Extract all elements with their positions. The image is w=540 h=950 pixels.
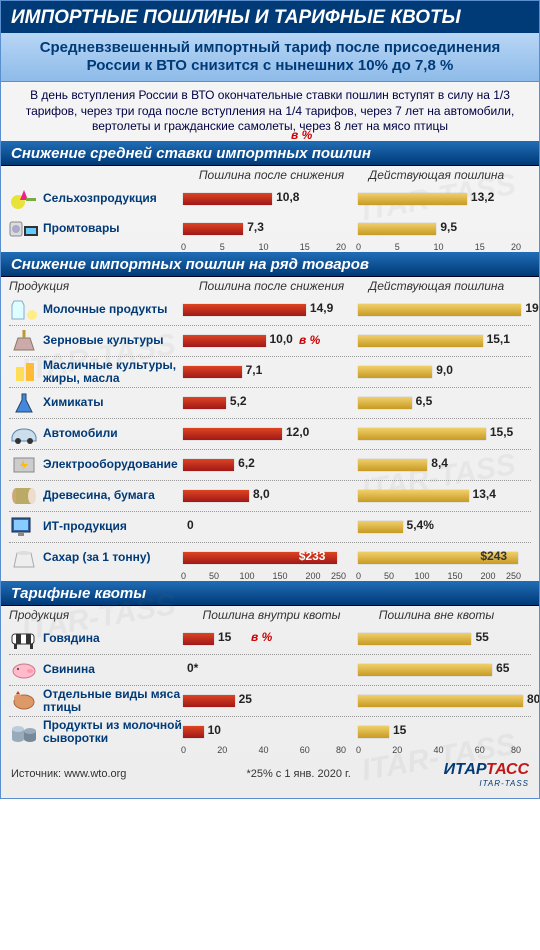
section2-columns: Продукция Пошлина после снижения Действу… [1, 277, 539, 295]
col-product: Продукция [1, 279, 189, 293]
bar-after: $233 [183, 545, 348, 571]
car-icon [7, 420, 41, 448]
data-row: Химикаты 5,2 6,5 [1, 388, 539, 418]
data-row: Древесина, бумага 8,0 13,4 [1, 481, 539, 511]
row-label: Автомобили [43, 427, 183, 440]
col-before: Действующая пошлина [354, 168, 519, 182]
bar-before: 15,5 [358, 421, 523, 447]
bar-before: 15,1 [358, 328, 523, 354]
bar-after: 5,2 [183, 390, 348, 416]
bar-after: 8,0 [183, 483, 348, 509]
data-row: ИТ-продукция 0 5,4% [1, 512, 539, 542]
col-after: Пошлина после снижения [189, 279, 354, 293]
sugar-icon [7, 544, 41, 572]
row-label: Молочные продукты [43, 303, 183, 316]
data-row: Свинина 0* 65 [1, 655, 539, 685]
bar-after: 10 [183, 719, 348, 745]
bar-after: 10,8 [183, 186, 348, 212]
col-before: Действующая пошлина [354, 279, 519, 293]
data-row: Продукты из молочной сыворотки 10 15 [1, 717, 539, 747]
data-row: Сахар (за 1 тонну) $233 $243 [1, 543, 539, 573]
row-label: Масличные культуры, жиры, масла [43, 359, 183, 384]
row-label: Химикаты [43, 396, 183, 409]
agri-icon [7, 185, 41, 213]
col-outside: Пошлина вне квоты [354, 608, 519, 622]
bar-after: 10,0 [183, 328, 348, 354]
bar-before: 8,4 [358, 452, 523, 478]
bar-before: 55 [358, 626, 523, 652]
bar-before: 13,2 [358, 186, 523, 212]
source: Источник: www.wto.org [11, 768, 126, 780]
bar-before: 15 [358, 719, 523, 745]
bar-before: 6,5 [358, 390, 523, 416]
data-row: Отдельные виды мяса птицы 25 80 [1, 686, 539, 716]
section3-header: Тарифные квоты [1, 581, 539, 606]
bar-after: 6,2 [183, 452, 348, 478]
itar-tass-logo: ИТАРТАСС ITAR-TASS [444, 761, 529, 788]
grain-icon [7, 327, 41, 355]
row-label: Промтовары [43, 222, 183, 235]
data-row: Сельхозпродукция 10,8 13,2 [1, 184, 539, 214]
manuf-icon [7, 215, 41, 243]
row-label: Сахар (за 1 тонну) [43, 551, 183, 564]
pct-marker: в % [251, 630, 272, 644]
bar-after: 7,3 [183, 216, 348, 242]
bar-after: 0 [183, 514, 348, 540]
poultry-icon [7, 687, 41, 715]
footnote: *25% с 1 янв. 2020 г. [246, 768, 350, 780]
bar-after: 7,1 [183, 359, 348, 385]
row-label: Древесина, бумага [43, 489, 183, 502]
bar-after: 12,0 [183, 421, 348, 447]
elec-icon [7, 451, 41, 479]
bar-before: $243 [358, 545, 523, 571]
bar-before: 65 [358, 657, 523, 683]
beef-icon [7, 625, 41, 653]
row-label: Электрооборудование [43, 458, 183, 471]
row-label: Говядина [43, 632, 183, 645]
section1-header: Снижение средней ставки импортных пошлин [1, 141, 539, 166]
pct-marker: в % [291, 128, 312, 142]
it-icon [7, 513, 41, 541]
section2-header: Снижение импортных пошлин на ряд товаров [1, 252, 539, 277]
main-title: ИМПОРТНЫЕ ПОШЛИНЫ И ТАРИФНЫЕ КВОТЫ [1, 1, 539, 33]
bar-before: 9,0 [358, 359, 523, 385]
bar-before: 80 [358, 688, 523, 714]
data-row: Промтовары 7,3 9,5 [1, 214, 539, 244]
whey-icon [7, 718, 41, 746]
description: В день вступления России в ВТО окончател… [1, 82, 539, 141]
col-after: Пошлина после снижения [189, 168, 354, 182]
bar-after: 14,9 [183, 297, 348, 323]
subtitle: Средневзвешенный импортный тариф после п… [1, 33, 539, 82]
row-label: ИТ-продукция [43, 520, 183, 533]
bar-before: 13,4 [358, 483, 523, 509]
bar-before: 5,4% [358, 514, 523, 540]
row-label: Свинина [43, 663, 183, 676]
row-label: Зерновые культуры [43, 334, 183, 347]
milk-icon [7, 296, 41, 324]
row-label: Отдельные виды мяса птицы [43, 688, 183, 713]
data-row: Автомобили 12,0 15,5 [1, 419, 539, 449]
section3-columns: Продукция Пошлина внутри квоты Пошлина в… [1, 606, 539, 624]
row-label: Сельхозпродукция [43, 192, 183, 205]
data-row: Зерновые культуры 10,0 15,1 [1, 326, 539, 356]
data-row: Электрооборудование 6,2 8,4 [1, 450, 539, 480]
infographic: { "colors": { "header_bg": "#003a77", "s… [0, 0, 540, 799]
col-product: Продукция [1, 608, 189, 622]
bar-after: 25 [183, 688, 348, 714]
footer: Источник: www.wto.org *25% с 1 янв. 2020… [1, 755, 539, 798]
oil-icon [7, 358, 41, 386]
bar-before: 19,8 [358, 297, 523, 323]
section1-columns: Пошлина после снижения Действующая пошли… [1, 166, 539, 184]
row-label: Продукты из молочной сыворотки [43, 719, 183, 744]
data-row: Молочные продукты 14,9 19,8 [1, 295, 539, 325]
wood-icon [7, 482, 41, 510]
data-row: Масличные культуры, жиры, масла 7,1 9,0 [1, 357, 539, 387]
bar-before: 9,5 [358, 216, 523, 242]
pork-icon [7, 656, 41, 684]
col-inside: Пошлина внутри квоты [189, 608, 354, 622]
bar-after: 0* [183, 657, 348, 683]
pct-marker: в % [299, 333, 320, 347]
chem-icon [7, 389, 41, 417]
